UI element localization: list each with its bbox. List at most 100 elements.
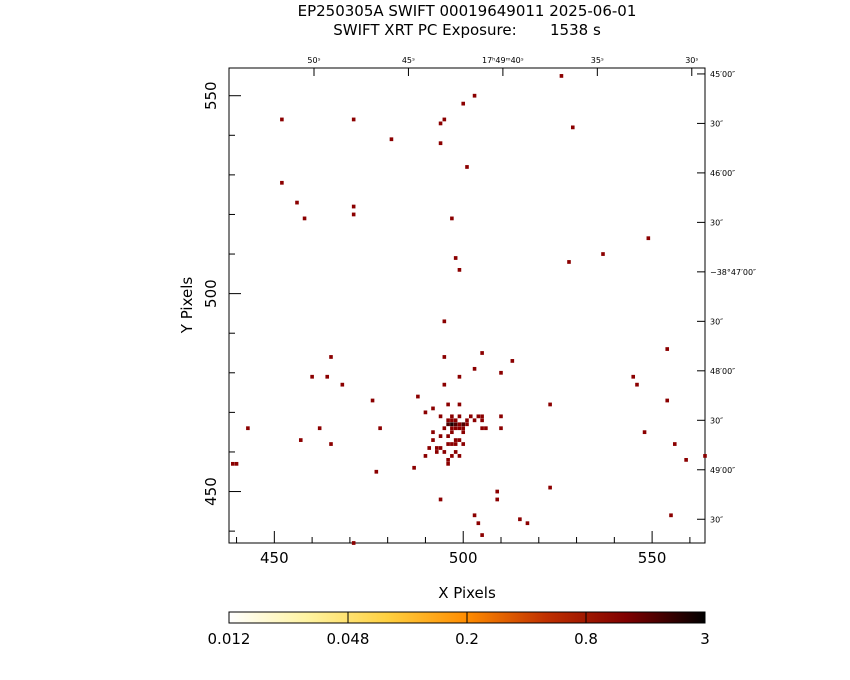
count-pixel — [423, 410, 428, 415]
chart-title: EP250305A SWIFT 00019649011 2025-06-01 — [298, 2, 637, 20]
count-pixel — [340, 382, 345, 387]
count-pixel — [280, 180, 284, 185]
count-pixel — [427, 446, 432, 450]
count-pixel — [438, 434, 443, 439]
colorbar: 0.012 0.048 0.2 0.8 3 — [208, 611, 710, 648]
count-pixel — [480, 351, 484, 355]
count-pixel — [453, 426, 458, 431]
count-pixel — [442, 117, 447, 122]
count-pixel — [431, 438, 435, 442]
count-pixel — [457, 454, 462, 458]
count-pixel — [465, 418, 469, 423]
count-pixel — [325, 374, 330, 379]
count-pixel — [351, 204, 356, 209]
y-tick-label: 450 — [202, 477, 220, 506]
count-pixel — [548, 485, 552, 490]
count-pixel — [476, 414, 481, 419]
count-pixel — [453, 256, 458, 260]
count-pixel — [423, 454, 428, 458]
colorbar-label: 3 — [700, 630, 710, 648]
count-pixel — [665, 347, 670, 351]
count-pixel — [438, 497, 443, 502]
count-pixel — [446, 402, 450, 407]
count-pixel — [457, 402, 462, 407]
count-pixel — [442, 426, 447, 431]
count-pixel — [450, 216, 454, 221]
count-pixel — [370, 398, 375, 403]
count-pixel — [559, 74, 564, 78]
count-pixel — [461, 430, 466, 435]
count-pixel — [431, 430, 435, 435]
dec-label: 30″ — [710, 218, 723, 227]
count-pixel — [389, 137, 394, 142]
count-pixel — [446, 457, 450, 462]
count-pixel — [453, 422, 458, 427]
count-pixel — [450, 426, 454, 431]
count-pixel — [457, 426, 462, 431]
count-pixel — [499, 370, 503, 375]
dec-label: 46′00″ — [710, 169, 735, 178]
count-pixel — [317, 426, 322, 431]
count-pixel — [703, 454, 707, 458]
count-pixel — [642, 430, 647, 435]
dec-label: −38°47′00″ — [710, 268, 756, 277]
count-pixel — [298, 438, 303, 442]
ra-axis-labels: 50ˢ 45ˢ 17ʰ49ᵐ40ˢ 35ˢ 30ˢ — [307, 56, 698, 65]
pixel-layer — [230, 74, 707, 545]
count-pixel — [465, 165, 469, 169]
count-pixel — [472, 93, 477, 98]
count-pixel — [457, 374, 462, 379]
count-pixel — [374, 469, 379, 474]
count-pixel — [234, 461, 239, 466]
count-pixel — [457, 267, 462, 272]
count-pixel — [484, 426, 488, 431]
count-pixel — [480, 533, 484, 537]
count-pixel — [329, 442, 333, 446]
chart-subtitle: SWIFT XRT PC Exposure: 1538 s — [333, 21, 601, 39]
dec-label: 30″ — [710, 119, 723, 128]
count-pixel — [446, 422, 450, 427]
count-pixel — [442, 382, 447, 387]
count-pixel — [461, 422, 466, 427]
count-pixel — [672, 442, 677, 446]
count-pixel — [450, 442, 454, 446]
count-pixel — [453, 438, 458, 442]
count-pixel — [434, 446, 439, 450]
count-pixel — [480, 414, 484, 419]
count-pixel — [329, 355, 333, 359]
count-pixel — [446, 418, 450, 423]
count-pixel — [453, 418, 458, 423]
count-pixel — [450, 454, 454, 458]
count-pixel — [450, 430, 454, 435]
count-pixel — [246, 426, 250, 431]
dec-label: 30″ — [710, 515, 723, 524]
count-pixel — [570, 125, 575, 130]
count-pixel — [438, 121, 443, 126]
count-pixel — [635, 382, 639, 387]
colorbar-ticks — [347, 612, 587, 623]
count-pixel — [518, 517, 522, 522]
count-pixel — [438, 141, 443, 146]
ra-label: 45ˢ — [402, 56, 415, 65]
dec-axis-labels: 45′00″ 30″ 46′00″ 30″ −38°47′00″ 30″ 48′00″ 30″… — [710, 70, 756, 524]
x-tick-label: 450 — [260, 549, 289, 567]
count-pixel — [378, 426, 382, 431]
plot-area — [228, 67, 707, 545]
count-pixel — [461, 426, 466, 431]
ra-label: 35ˢ — [591, 56, 604, 65]
count-pixel — [442, 319, 447, 324]
y-tick-label: 550 — [202, 81, 220, 110]
colorbar-labels: 0.012 0.048 0.2 0.8 3 — [208, 630, 710, 648]
count-pixel — [601, 252, 605, 256]
y-tick-labels: 450 500 550 — [202, 81, 220, 505]
colorbar-label: 0.048 — [327, 630, 370, 648]
count-pixel — [450, 422, 454, 427]
ra-label: 17ʰ49ᵐ40ˢ — [482, 56, 524, 65]
y-tick-label: 500 — [202, 279, 220, 308]
count-pixel — [453, 450, 458, 454]
count-pixel — [416, 394, 420, 399]
count-pixel — [480, 418, 484, 423]
count-pixel — [495, 489, 500, 494]
dec-label: 48′00″ — [710, 367, 735, 376]
